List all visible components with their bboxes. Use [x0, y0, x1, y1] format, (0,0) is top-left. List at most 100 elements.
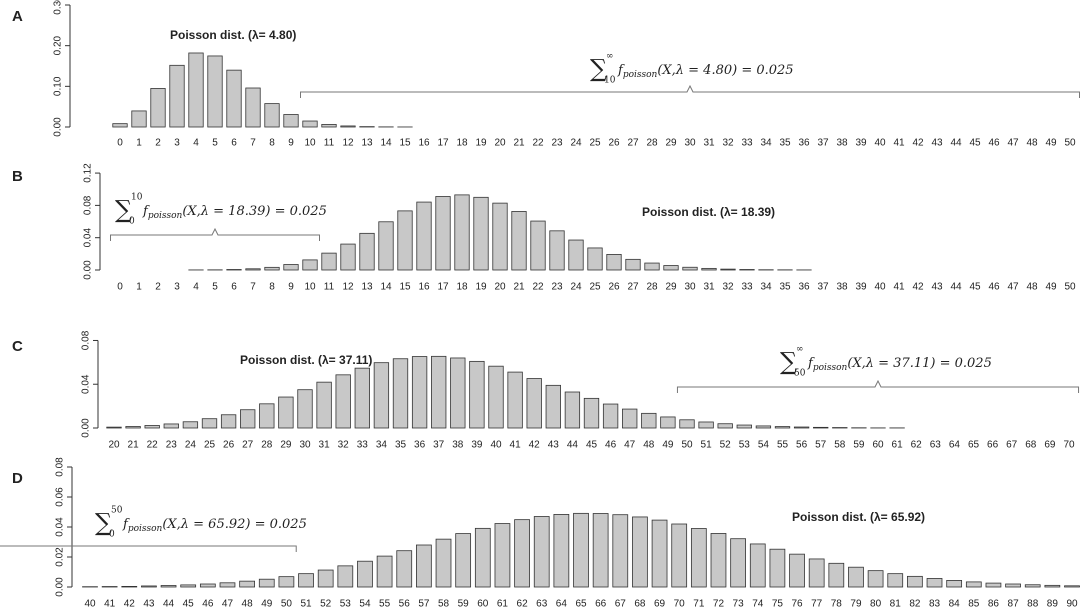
bar	[612, 514, 629, 588]
y-tick-label: 0.04	[81, 374, 92, 394]
bar	[690, 528, 707, 588]
bar	[416, 201, 432, 271]
bar	[533, 516, 550, 588]
x-tick-label: 67	[615, 599, 627, 610]
x-tick-label: 47	[1007, 282, 1019, 293]
formula-subscript: poisson	[813, 363, 848, 373]
sum-lower: 10	[604, 76, 616, 86]
bar	[207, 55, 223, 128]
x-tick-label: 10	[304, 138, 316, 149]
bar	[378, 221, 394, 271]
bar	[549, 230, 565, 271]
bar	[474, 527, 491, 588]
x-tick-label: 39	[855, 138, 867, 149]
x-tick-label: 68	[1025, 440, 1037, 451]
sum-symbol: ∑	[95, 509, 112, 537]
bar	[813, 426, 829, 429]
x-tick-label: 37	[817, 138, 829, 149]
x-tick-label: 2	[155, 138, 161, 149]
brace	[300, 84, 1080, 98]
x-tick-label: 21	[128, 440, 140, 451]
x-tick-label: 32	[338, 440, 350, 451]
x-tick-label: 47	[624, 440, 636, 451]
x-tick-label: 12	[342, 282, 354, 293]
x-tick-label: 36	[414, 440, 426, 451]
bar	[564, 391, 581, 429]
x-tick-label: 50	[681, 440, 693, 451]
bar	[926, 578, 943, 588]
bar	[511, 211, 527, 271]
bar	[526, 378, 542, 429]
x-tick-label: 44	[567, 440, 579, 451]
bar	[1005, 583, 1021, 588]
bar	[602, 403, 619, 429]
bar	[245, 87, 261, 128]
x-tick-label: 65	[968, 440, 980, 451]
x-tick-label: 38	[836, 138, 848, 149]
sum-lower: 0	[109, 530, 115, 540]
sum-upper: 10	[131, 193, 143, 203]
x-tick-label: 90	[1066, 599, 1078, 610]
y-tick-label: 0.08	[55, 457, 66, 477]
bar	[259, 403, 275, 429]
bar	[397, 210, 413, 271]
x-tick-label: 54	[758, 440, 770, 451]
chart-title: Poisson dist. (λ= 18.39)	[642, 205, 775, 219]
x-tick-label: 36	[798, 282, 810, 293]
bar	[125, 426, 141, 429]
bar	[545, 384, 561, 429]
x-tick-label: 69	[1044, 440, 1056, 451]
x-tick-label: 42	[912, 282, 924, 293]
formula-function: f	[142, 204, 150, 219]
x-tick-label: 7	[250, 282, 256, 293]
bar	[473, 196, 489, 271]
x-tick-label: 70	[1063, 440, 1075, 451]
x-tick-label: 22	[147, 440, 159, 451]
x-tick-label: 21	[513, 282, 525, 293]
bar	[622, 408, 638, 429]
bar	[297, 389, 313, 429]
x-tick-label: 64	[556, 599, 568, 610]
x-tick-label: 30	[299, 440, 311, 451]
x-tick-label: 55	[379, 599, 391, 610]
bar	[160, 585, 177, 588]
y-tick-label: 0.00	[81, 418, 92, 438]
bar	[710, 533, 727, 588]
bar	[121, 586, 138, 588]
x-tick-label: 58	[438, 599, 450, 610]
x-tick-label: 85	[968, 599, 980, 610]
x-tick-label: 63	[536, 599, 548, 610]
x-tick-label: 59	[853, 440, 865, 451]
x-tick-label: 68	[634, 599, 646, 610]
x-tick-label: 35	[395, 440, 407, 451]
x-tick-label: 22	[532, 282, 544, 293]
bar	[755, 425, 772, 429]
x-tick-label: 30	[684, 138, 696, 149]
x-tick-label: 48	[242, 599, 254, 610]
x-tick-label: 40	[874, 282, 886, 293]
x-tick-label: 47	[1007, 138, 1019, 149]
bar	[507, 371, 523, 429]
x-tick-label: 38	[836, 282, 848, 293]
bar	[720, 268, 736, 271]
x-tick-label: 57	[418, 599, 430, 610]
x-tick-label: 3	[174, 282, 180, 293]
x-tick-label: 5	[212, 282, 218, 293]
x-tick-label: 48	[643, 440, 655, 451]
x-tick-label: 49	[662, 440, 674, 451]
x-tick-label: 0	[117, 138, 123, 149]
bar	[239, 580, 255, 588]
x-tick-label: 18	[456, 138, 468, 149]
bar	[180, 584, 197, 588]
x-tick-label: 53	[739, 440, 751, 451]
formula: fpoisson(X,λ = 37.11) = 0.025	[807, 356, 992, 373]
x-tick-label: 28	[261, 440, 273, 451]
bar	[131, 110, 147, 128]
bar	[514, 519, 530, 588]
x-tick-label: 59	[458, 599, 470, 610]
y-tick-label: 0.08	[83, 195, 94, 215]
bar	[182, 421, 199, 429]
bar	[774, 426, 791, 429]
x-tick-label: 81	[890, 599, 902, 610]
